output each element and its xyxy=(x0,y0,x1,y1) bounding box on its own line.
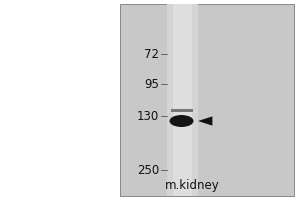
Bar xyxy=(171,109,193,112)
Text: 130: 130 xyxy=(137,110,159,122)
Text: 250: 250 xyxy=(137,164,159,176)
Text: m.kidney: m.kidney xyxy=(165,178,219,192)
Polygon shape xyxy=(198,116,212,126)
Bar xyxy=(120,4,294,196)
Text: 72: 72 xyxy=(144,47,159,60)
Ellipse shape xyxy=(169,115,194,127)
Bar xyxy=(172,4,192,196)
Bar xyxy=(167,4,198,196)
Text: 95: 95 xyxy=(144,78,159,90)
